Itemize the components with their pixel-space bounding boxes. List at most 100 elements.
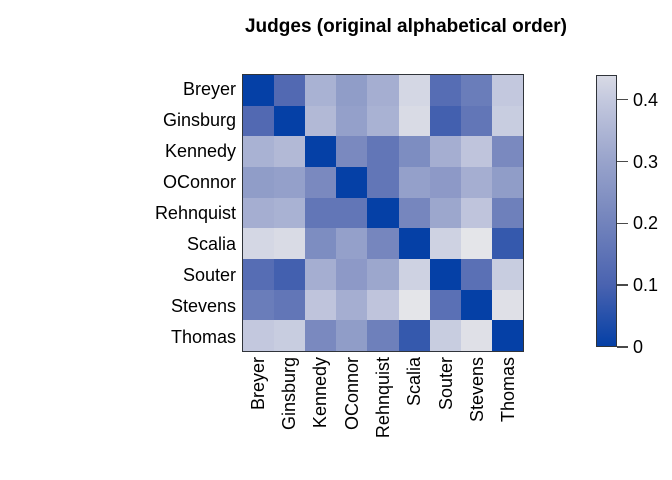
col-label: Rehnquist [373, 357, 393, 439]
heatmap-cell [367, 75, 399, 106]
heatmap-cell [243, 136, 275, 167]
heatmap-cell [305, 320, 337, 351]
heatmap-cell [274, 289, 306, 321]
heatmap-cell [398, 320, 430, 351]
heatmap-cell [398, 197, 430, 229]
col-label: Stevens [467, 357, 487, 423]
heatmap-cell [305, 258, 337, 290]
heatmap-cell [460, 105, 492, 137]
heatmap-cell [305, 197, 337, 229]
heatmap-cell [398, 136, 430, 167]
row-label: Breyer [182, 79, 236, 100]
heatmap-cell [336, 320, 368, 351]
heatmap-cell [305, 75, 337, 106]
heatmap-cell [460, 320, 492, 351]
heatmap-cell [274, 166, 306, 198]
heatmap-cell [429, 228, 461, 259]
heatmap-cell [460, 289, 492, 321]
heatmap-cell [367, 258, 399, 290]
legend-tick [617, 160, 628, 163]
col-label: Scalia [404, 357, 425, 407]
heatmap-cell [243, 105, 275, 137]
color-scale-bar [596, 75, 617, 347]
heatmap-cell [460, 166, 492, 198]
heatmap-cell [243, 166, 275, 198]
col-label: Souter [435, 357, 456, 411]
chart-title: Judges (original alphabetical order) [244, 16, 568, 37]
heatmap-cell [491, 228, 523, 259]
heatmap-cell [305, 166, 337, 198]
heatmap-cell [305, 289, 337, 321]
heatmap-cell [429, 75, 461, 106]
heatmap-cell [336, 289, 368, 321]
heatmap-cell [243, 228, 275, 259]
heatmap-cell [491, 75, 523, 106]
heatmap-cell [305, 105, 337, 137]
heatmap-cell [336, 105, 368, 137]
heatmap-cell [491, 105, 523, 137]
heatmap-cell [336, 197, 368, 229]
heatmap-cell [305, 228, 337, 259]
heatmap-cell [429, 197, 461, 229]
heatmap-cell [429, 136, 461, 167]
legend-tick [617, 284, 628, 286]
row-label: Souter [182, 264, 236, 285]
heatmap-cell [398, 289, 430, 321]
heatmap-cell [429, 166, 461, 198]
legend-tick-label: 0.1 [633, 275, 659, 296]
col-label: Kennedy [310, 357, 331, 429]
row-label: Kennedy [164, 141, 236, 162]
heatmap [242, 74, 524, 352]
col-label: OConnor [341, 357, 362, 431]
heatmap-cell [460, 136, 492, 167]
legend-tick-label: 0.4 [633, 89, 659, 110]
legend-tick-label: 0 [633, 337, 644, 357]
row-label: OConnor [162, 172, 236, 193]
heatmap-cell [336, 75, 368, 106]
heatmap-cell [336, 166, 368, 198]
heatmap-cell [398, 75, 430, 106]
heatmap-cell [429, 289, 461, 321]
heatmap-cell [274, 75, 306, 106]
heatmap-cell [491, 289, 523, 321]
heatmap-cell [367, 197, 399, 229]
heatmap-cell [367, 289, 399, 321]
heatmap-cell [429, 320, 461, 351]
row-label: Ginsburg [162, 110, 236, 131]
col-label: Breyer [247, 357, 268, 411]
row-label: Stevens [170, 295, 236, 316]
heatmap-cell [243, 197, 275, 229]
heatmap-cell [243, 75, 275, 106]
heatmap-cell [274, 258, 306, 290]
heatmap-cell [367, 228, 399, 259]
legend-tick [617, 222, 628, 225]
row-label: Thomas [170, 326, 236, 347]
heatmap-cell [460, 258, 492, 290]
heatmap-cell [336, 136, 368, 167]
heatmap-cell [429, 105, 461, 137]
heatmap-cell [367, 105, 399, 137]
heatmap-cell [491, 197, 523, 229]
heatmap-cell [429, 258, 461, 290]
heatmap-cell [398, 166, 430, 198]
col-label: Thomas [498, 357, 519, 423]
row-label: Rehnquist [154, 203, 236, 223]
heatmap-cell [367, 320, 399, 351]
legend-tick [617, 346, 628, 348]
heatmap-cell [274, 105, 306, 137]
heatmap-cell [460, 228, 492, 259]
heatmap-cell [460, 197, 492, 229]
legend-tick-label: 0.3 [633, 151, 659, 172]
legend-tick-label: 0.2 [633, 213, 659, 234]
heatmap-cell [243, 289, 275, 321]
heatmap-cell [367, 136, 399, 167]
heatmap-cell [243, 320, 275, 351]
heatmap-cell [274, 197, 306, 229]
heatmap-cell [305, 136, 337, 167]
heatmap-cell [460, 75, 492, 106]
row-label: Scalia [186, 233, 236, 254]
heatmap-cell [274, 136, 306, 167]
legend-tick [617, 98, 628, 101]
col-label: Ginsburg [279, 357, 299, 431]
